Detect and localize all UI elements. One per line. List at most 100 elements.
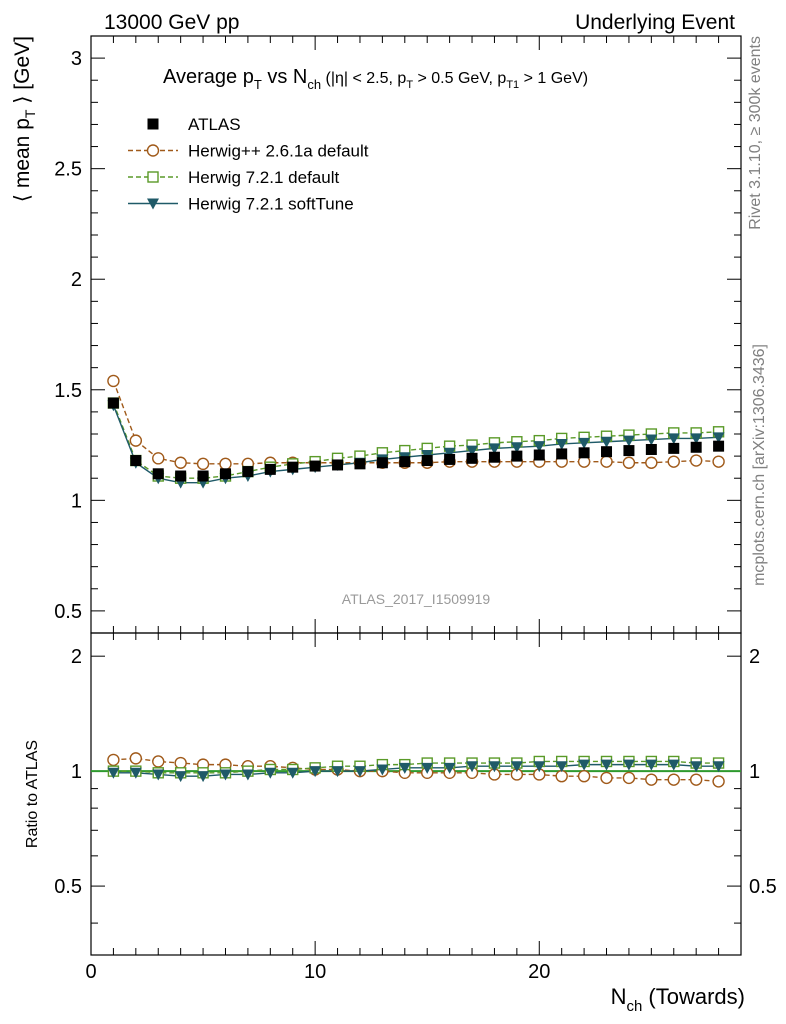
ratio-point-herwigpp — [689, 773, 703, 786]
x-axis-label: Nch (Towards) — [611, 984, 745, 1015]
point-softtune — [645, 434, 658, 446]
point-atlas — [376, 457, 388, 469]
point-herwigpp — [645, 456, 658, 469]
ratio-plot-frame — [90, 632, 742, 956]
point-atlas — [511, 450, 523, 462]
ratio-point-softtune — [353, 766, 366, 778]
point-softtune — [667, 433, 680, 445]
ratio-point-softtune — [219, 769, 232, 781]
ratio-point-softtune — [376, 764, 389, 776]
point-softtune — [466, 445, 479, 457]
legend-marker-atlas — [147, 118, 159, 130]
plot-title: Average pT vs Nch (|η| < 2.5, pT > 0.5 G… — [163, 66, 588, 92]
ratio-point-softtune — [107, 767, 120, 779]
point-atlas — [668, 442, 680, 454]
ratio-point-softtune — [331, 766, 344, 778]
title-ch: ch — [307, 77, 321, 92]
y-tick-label: 1 — [71, 490, 82, 512]
xlabel-b: (Towards) — [642, 984, 745, 1009]
ratio-tick-label: 1 — [71, 761, 82, 783]
legend-label-herwigpp: Herwig++ 2.6.1a default — [188, 142, 369, 161]
point-atlas — [287, 461, 299, 473]
ratio-axis-label: Ratio to ATLAS — [24, 740, 41, 848]
point-softtune — [533, 441, 546, 453]
point-softtune — [600, 436, 613, 448]
title-cuts-c: > 1 GeV) — [519, 70, 588, 87]
analysis-watermark: ATLAS_2017_I1509919 — [342, 591, 491, 607]
ratio-point-softtune — [622, 759, 635, 771]
x-tick-label: 10 — [304, 961, 326, 983]
point-herwigpp — [219, 457, 232, 471]
legend-marker-herwig721 — [147, 171, 159, 183]
point-atlas — [354, 458, 366, 470]
point-atlas — [264, 463, 276, 475]
ratio-line-herwigpp — [113, 757, 719, 783]
legend-label-softtune: Herwig 7.2.1 softTune — [188, 195, 354, 214]
ratio-point-softtune — [667, 759, 680, 771]
point-atlas — [332, 459, 344, 471]
ratio-point-herwigpp — [577, 769, 591, 783]
ratio-point-herwigpp — [645, 773, 658, 786]
ylabel-T: T — [22, 109, 38, 118]
ratio-point-softtune — [712, 761, 725, 773]
point-atlas — [309, 460, 321, 472]
ratio-point-softtune — [286, 767, 299, 779]
point-atlas — [488, 451, 500, 463]
title-cuts-b: > 0.5 GeV, p — [413, 70, 506, 87]
point-softtune — [712, 432, 725, 444]
legend-marker-softtune — [147, 198, 159, 210]
title-avg: Average p — [163, 66, 254, 88]
ratio-point-softtune — [488, 761, 501, 773]
point-atlas — [623, 445, 635, 457]
ratio-point-softtune — [421, 762, 434, 774]
ratio-tick-label: 0.5 — [54, 876, 82, 898]
point-herwigpp — [129, 434, 143, 447]
ratio-point-softtune — [398, 762, 411, 774]
ratio-point-herwigpp — [107, 753, 120, 767]
point-softtune — [578, 437, 591, 449]
title-cuts-T1: T1 — [506, 79, 519, 91]
ratio-point-herwigpp — [600, 771, 613, 785]
point-atlas — [175, 470, 187, 482]
y-tick-label: 2.5 — [54, 159, 82, 181]
ratio-tick-label-right: 1 — [749, 761, 760, 783]
point-herwigpp — [152, 452, 165, 465]
ratio-tick-label-right: 0.5 — [749, 876, 777, 898]
header-left: 13000 GeV pp — [104, 11, 239, 34]
point-herwigpp — [667, 455, 680, 468]
mcplots-label: mcplots.cern.ch [arXiv:1306.3436] — [751, 344, 768, 586]
ratio-tick-labels: 0.5 0.5 1 1 2 2 — [54, 646, 777, 898]
point-softtune — [443, 447, 456, 459]
x-tick-label: 20 — [528, 961, 550, 983]
y-axis-label: ⟨ mean pT ⟩ [GeV] — [11, 36, 38, 202]
ratio-series-layer — [91, 752, 741, 788]
title-vs: vs N — [262, 66, 308, 88]
ratio-point-softtune — [264, 767, 277, 779]
title-cuts-a: (|η| < 2.5, p — [321, 70, 406, 87]
ratio-point-softtune — [129, 767, 142, 779]
ratio-point-softtune — [197, 771, 210, 783]
y-tick-labels: 0.5 1 1.5 2 2.5 3 — [54, 48, 82, 623]
ratio-point-softtune — [510, 761, 523, 773]
ylabel-a: ⟨ mean p — [11, 118, 34, 202]
ratio-point-softtune — [443, 762, 456, 774]
main-series-layer — [107, 374, 725, 489]
ratio-line-softtune — [113, 763, 719, 777]
series-line-herwig721 — [112, 402, 719, 479]
point-atlas — [690, 441, 702, 453]
point-atlas — [578, 447, 590, 459]
point-herwigpp — [600, 455, 613, 468]
point-softtune — [690, 433, 703, 445]
title-cuts-T: T — [406, 79, 413, 91]
axis-ticks — [90, 35, 742, 955]
ylabel-b: ⟩ [GeV] — [11, 36, 34, 110]
rivet-label: Rivet 3.1.10, ≥ 300k events — [747, 36, 764, 230]
x-tick-label: 0 — [85, 961, 96, 983]
point-softtune — [488, 443, 501, 455]
point-herwigpp — [689, 454, 703, 467]
ratio-tick-label-right: 2 — [749, 646, 760, 668]
point-softtune — [555, 438, 568, 450]
point-atlas — [242, 466, 254, 478]
ratio-point-softtune — [309, 766, 322, 778]
